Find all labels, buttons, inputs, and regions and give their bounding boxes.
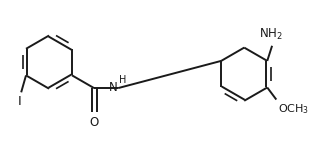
Text: O: O bbox=[89, 116, 99, 129]
Text: H: H bbox=[119, 75, 126, 85]
Text: I: I bbox=[18, 95, 22, 108]
Text: OCH$_3$: OCH$_3$ bbox=[278, 102, 309, 116]
Text: NH$_2$: NH$_2$ bbox=[259, 26, 283, 41]
Text: N: N bbox=[109, 81, 118, 94]
